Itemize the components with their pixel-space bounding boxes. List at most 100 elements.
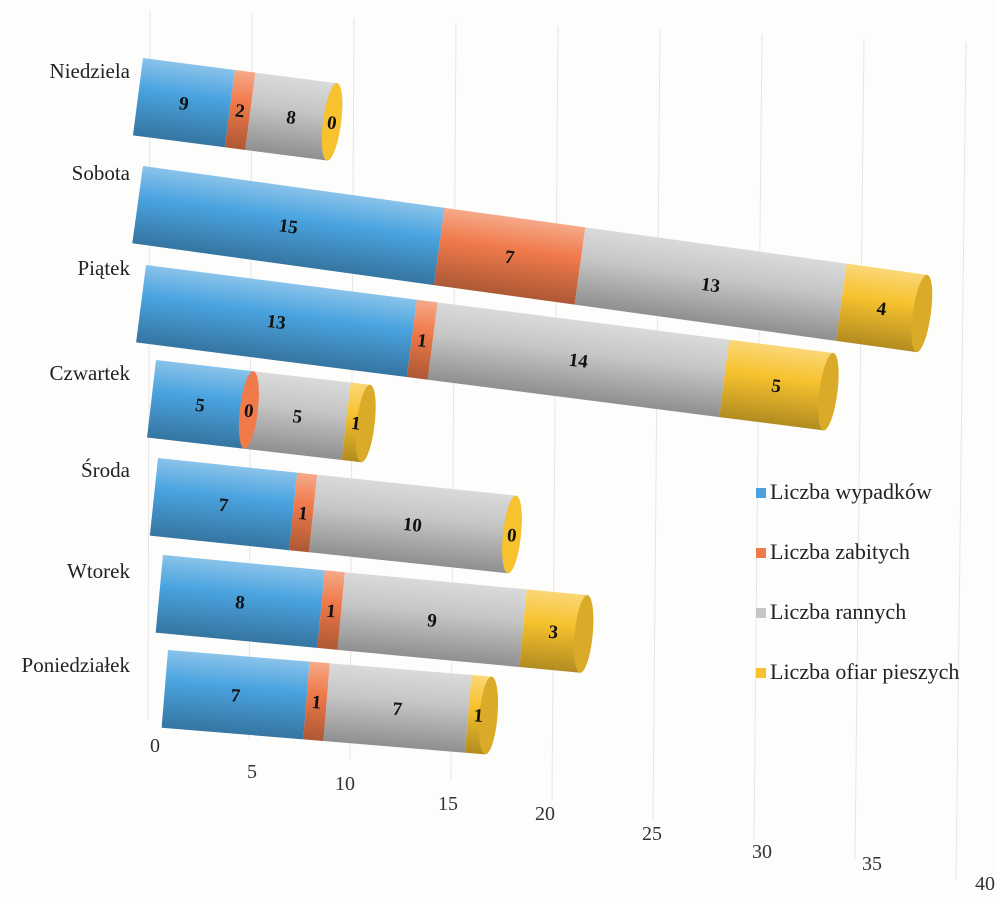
grid-line bbox=[551, 25, 559, 801]
bar-segment bbox=[406, 299, 438, 380]
bar-group: 7 1 7 1 bbox=[161, 650, 499, 755]
data-label: 8 bbox=[234, 592, 245, 614]
bar-group: 5 0 5 1 bbox=[147, 360, 376, 463]
bars: 9 2 8 0 15 7 13 4 13 1 14 5 5 0 5 1 7 1 10 0 8 1 9 3 7 1 7 1 bbox=[132, 58, 933, 755]
legend-label: Liczba wypadków bbox=[770, 479, 932, 504]
bar-segment bbox=[337, 572, 527, 668]
category-labels: Niedziela Sobota Piątek Czwartek Środa Wtorek… bbox=[22, 59, 131, 677]
grid-line bbox=[652, 29, 661, 821]
data-label: 9 bbox=[178, 93, 190, 115]
bar-segment bbox=[244, 371, 351, 461]
data-label: 0 bbox=[326, 112, 338, 134]
category-label: Środa bbox=[81, 458, 131, 482]
bar-segment bbox=[719, 339, 834, 431]
x-tick-label: 5 bbox=[247, 761, 257, 783]
category-label: Poniedziałek bbox=[22, 653, 131, 677]
data-label: 1 bbox=[416, 330, 428, 352]
data-label: 7 bbox=[392, 699, 404, 721]
data-label: 1 bbox=[311, 692, 322, 714]
bar-group: 15 7 13 4 bbox=[132, 166, 933, 353]
bar-zero-segment bbox=[502, 495, 522, 574]
bar-segment bbox=[433, 207, 586, 305]
grid-line bbox=[955, 41, 967, 881]
bar-group: 7 1 10 0 bbox=[149, 458, 522, 574]
x-tick-label: 30 bbox=[752, 841, 772, 863]
bar-segment bbox=[303, 661, 330, 742]
category-label: Niedziela bbox=[50, 59, 131, 83]
bar-zero-segment bbox=[321, 83, 343, 161]
data-label: 9 bbox=[426, 610, 437, 632]
bar-segment bbox=[161, 650, 310, 740]
bar-segment bbox=[245, 72, 338, 161]
x-tick-label: 40 bbox=[975, 873, 995, 895]
data-label: 2 bbox=[234, 100, 246, 122]
bar-segment bbox=[155, 555, 325, 648]
legend-swatch bbox=[756, 488, 766, 498]
bar-segment bbox=[836, 263, 928, 353]
legend-swatch bbox=[756, 668, 766, 678]
data-label: 5 bbox=[291, 406, 303, 428]
bar-segment bbox=[224, 69, 256, 150]
bar-zero-segment bbox=[238, 371, 259, 449]
bar-segment bbox=[132, 58, 235, 148]
category-label: Czwartek bbox=[50, 361, 131, 385]
bar-end-cap bbox=[355, 384, 376, 463]
x-tick-label: 0 bbox=[150, 735, 160, 757]
bar-segment bbox=[136, 265, 417, 378]
bar-segment bbox=[519, 589, 588, 673]
bar-segment bbox=[317, 570, 345, 650]
bar-segment bbox=[574, 227, 847, 341]
legend-label: Liczba ofiar pieszych bbox=[770, 659, 959, 684]
data-label: 15 bbox=[277, 215, 299, 238]
x-tick-label: 35 bbox=[862, 853, 882, 875]
data-label: 1 bbox=[350, 413, 362, 435]
data-label: 5 bbox=[770, 376, 782, 398]
data-label: 10 bbox=[402, 514, 423, 537]
x-tick-label: 15 bbox=[438, 793, 458, 815]
data-label: 7 bbox=[218, 495, 230, 517]
category-label: Piątek bbox=[78, 256, 131, 280]
data-label: 3 bbox=[548, 622, 559, 644]
bar-end-cap bbox=[818, 353, 839, 431]
grid-line bbox=[753, 33, 763, 841]
data-label: 7 bbox=[230, 685, 242, 707]
bar-end-cap bbox=[911, 274, 933, 353]
category-label: Wtorek bbox=[67, 559, 130, 583]
x-tick-label: 20 bbox=[535, 803, 555, 825]
legend-swatch bbox=[756, 548, 766, 558]
data-label: 13 bbox=[700, 274, 722, 297]
bar-segment bbox=[289, 472, 318, 553]
category-label: Sobota bbox=[72, 161, 131, 185]
bar-segment bbox=[427, 302, 730, 418]
data-label: 7 bbox=[503, 247, 516, 269]
bar-group: 9 2 8 0 bbox=[132, 58, 343, 161]
bar-segment bbox=[149, 458, 298, 551]
x-tick-label: 10 bbox=[335, 773, 355, 795]
grid-line bbox=[450, 21, 457, 781]
data-label: 0 bbox=[243, 401, 255, 423]
legend-swatch bbox=[756, 608, 766, 618]
data-label: 1 bbox=[297, 503, 309, 525]
data-label: 5 bbox=[194, 395, 206, 417]
bar-segment bbox=[323, 663, 472, 753]
legend: Liczba wypadków Liczba zabitych Liczba ran… bbox=[756, 479, 959, 684]
bar-group: 8 1 9 3 bbox=[155, 555, 594, 673]
data-label: 0 bbox=[506, 525, 518, 547]
data-label: 8 bbox=[285, 107, 297, 129]
bar-end-cap bbox=[574, 595, 594, 673]
data-label: 4 bbox=[875, 298, 888, 320]
bar-group: 13 1 14 5 bbox=[136, 265, 839, 431]
data-label: 1 bbox=[325, 601, 336, 623]
bar-end-cap bbox=[478, 676, 499, 755]
data-label: 14 bbox=[568, 350, 590, 373]
grid-line bbox=[854, 37, 865, 861]
data-label: 1 bbox=[473, 705, 484, 727]
bar-segment bbox=[308, 474, 517, 574]
data-label: 13 bbox=[265, 311, 287, 334]
legend-label: Liczba zabitych bbox=[770, 539, 910, 564]
x-axis: 0 5 10 15 20 25 30 35 40 bbox=[150, 735, 995, 895]
bar-segment bbox=[132, 166, 445, 286]
legend-label: Liczba rannych bbox=[770, 599, 906, 624]
